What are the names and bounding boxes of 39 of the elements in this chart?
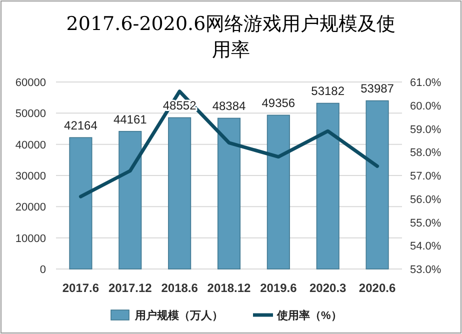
y2-tick-label: 55.0% bbox=[410, 217, 442, 230]
y-tick-label: 50000 bbox=[15, 108, 46, 120]
y-tick-label: 60000 bbox=[15, 77, 46, 89]
y-tick-label: 0 bbox=[40, 264, 46, 276]
y2-tick-label: 59.0% bbox=[410, 124, 442, 136]
bar bbox=[69, 137, 92, 270]
y-tick-label: 30000 bbox=[15, 170, 46, 182]
y-tick-label: 40000 bbox=[15, 139, 46, 152]
bar bbox=[266, 114, 290, 270]
y-tick-label: 10000 bbox=[15, 232, 46, 245]
x-tick-label: 2017.12 bbox=[108, 281, 152, 295]
bar bbox=[366, 100, 389, 270]
x-tick-label: 2017.6 bbox=[62, 281, 100, 295]
y2-tick-label: 54.0% bbox=[410, 240, 442, 253]
legend-label: 用户规模（万人） bbox=[134, 309, 223, 322]
bar bbox=[118, 130, 142, 270]
y-tick-label: 20000 bbox=[15, 202, 46, 214]
data-label: 44161 bbox=[113, 112, 148, 126]
data-label: 42164 bbox=[64, 118, 98, 133]
x-tick-label: 2018.6 bbox=[161, 281, 198, 295]
bar bbox=[217, 118, 241, 270]
x-tick-label: 2020.3 bbox=[310, 281, 347, 295]
bar bbox=[316, 102, 340, 270]
y2-tick-label: 56.0% bbox=[410, 194, 442, 206]
y2-tick-label: 57.0% bbox=[410, 170, 442, 182]
data-label: 49356 bbox=[262, 96, 296, 110]
y2-tick-label: 61.0% bbox=[410, 77, 442, 89]
x-tick-label: 2018.12 bbox=[207, 281, 252, 295]
x-tick-label: 2020.6 bbox=[358, 281, 396, 295]
bar bbox=[168, 117, 192, 270]
legend-label: 使用率（%） bbox=[276, 309, 342, 322]
x-tick-label: 2019.6 bbox=[260, 281, 298, 295]
chart-title: 2017.6-2020.6网络游戏用户规模及使用率 bbox=[66, 13, 396, 61]
y2-tick-label: 53.0% bbox=[410, 264, 442, 276]
data-label: 48384 bbox=[212, 99, 246, 114]
y2-tick-label: 58.0% bbox=[410, 147, 442, 160]
data-label: 53182 bbox=[311, 84, 345, 98]
data-label: 53987 bbox=[360, 82, 394, 96]
y2-tick-label: 60.0% bbox=[410, 100, 442, 112]
